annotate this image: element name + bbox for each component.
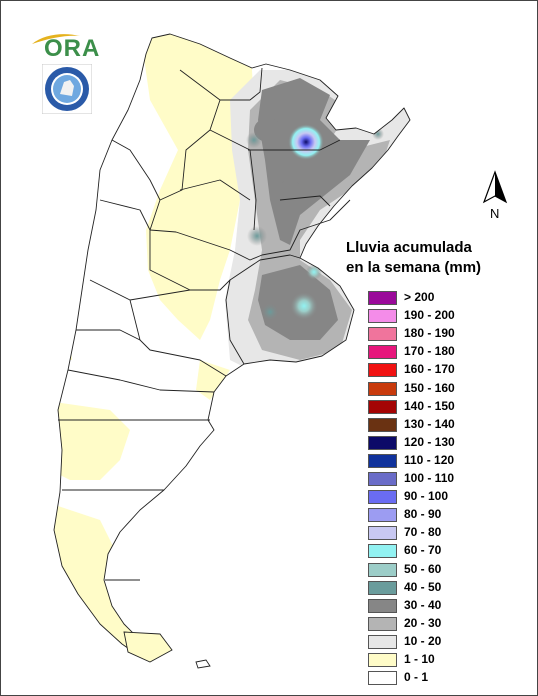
legend-swatch [368,544,397,559]
legend-item: 120 - 130 [368,434,528,452]
legend-title-line2: en la semana (mm) [346,259,482,276]
legend-item: 170 - 180 [368,343,528,361]
legend-label: 110 - 120 [404,452,455,467]
legend-item: 190 - 200 [368,307,528,325]
legend-label: 160 - 170 [404,362,455,377]
legend-swatch [368,472,397,486]
legend-swatch [368,291,397,305]
legend-label: > 200 [404,290,435,304]
legend-label: 10 - 20 [404,633,442,648]
legend-label: 70 - 80 [404,525,442,540]
legend-swatch [368,526,397,541]
legend-item: 90 - 100 [368,488,528,506]
legend-item: 130 - 140 [368,416,528,434]
legend-label: 30 - 40 [404,597,442,612]
legend-label: 140 - 150 [404,398,455,413]
legend-item: 10 - 20 [368,633,528,651]
legend-label: 130 - 140 [404,416,455,431]
legend-label: 120 - 130 [404,434,455,449]
legend-swatch [368,309,397,324]
legend-item: 140 - 150 [368,398,528,416]
legend-swatch [368,653,397,667]
legend-swatch [368,453,397,468]
ora-logo-swoosh [32,34,80,44]
legend-label: 60 - 70 [404,543,442,558]
legend-label: 90 - 100 [404,489,449,504]
legend-label: 0 - 1 [404,670,429,685]
legend-label: 190 - 200 [404,308,455,323]
legend-title: Lluvia acumulada en la semana (mm) [346,238,526,278]
legend-swatch [368,345,397,360]
legend-swatch [368,399,397,414]
legend-item: 1 - 10 [368,651,528,669]
legend-label: 100 - 110 [404,471,455,485]
legend-item: 40 - 50 [368,579,528,597]
legend-item: > 200 [368,289,528,307]
legend-label: 40 - 50 [404,579,442,594]
legend-swatch [368,508,397,523]
legend-item: 60 - 70 [368,542,528,560]
legend-swatch [368,381,397,396]
legend-swatch [368,417,397,432]
legend-item: 20 - 30 [368,615,528,633]
legend-label: 170 - 180 [404,344,455,359]
legend-swatch [368,363,397,378]
legend-label: 20 - 30 [404,615,442,630]
legend-item: 110 - 120 [368,452,528,470]
legend-swatch [368,671,397,686]
legend-swatch [368,616,397,631]
legend-item: 0 - 1 [368,669,528,687]
legend-item: 80 - 90 [368,506,528,524]
legend-swatch [368,634,397,649]
legend-label: 50 - 60 [404,561,442,576]
legend-item: 150 - 160 [368,380,528,398]
legend-item: 160 - 170 [368,361,528,379]
legend-swatch [368,490,397,505]
legend-item: 50 - 60 [368,561,528,579]
seal-icon [42,64,92,114]
legend-title-line1: Lluvia acumulada [346,239,472,256]
north-arrow-icon: N [482,170,508,220]
legend-label: 1 - 10 [404,652,435,666]
legend-item: 100 - 110 [368,470,528,488]
legend-swatch [368,598,397,613]
legend-swatch [368,562,397,577]
legend-swatch [368,435,397,450]
legend-item: 70 - 80 [368,524,528,542]
ora-logo-text: ORA [44,35,100,62]
legend-swatch [368,327,397,342]
north-arrow-label: N [490,206,499,220]
legend-label: 80 - 90 [404,507,442,522]
ora-logo: ORA [32,34,100,62]
legend-label: 180 - 190 [404,326,455,341]
legend-swatch [368,580,397,595]
legend-label: 150 - 160 [404,380,455,395]
legend-item: 30 - 40 [368,597,528,615]
legend-item: 180 - 190 [368,325,528,343]
